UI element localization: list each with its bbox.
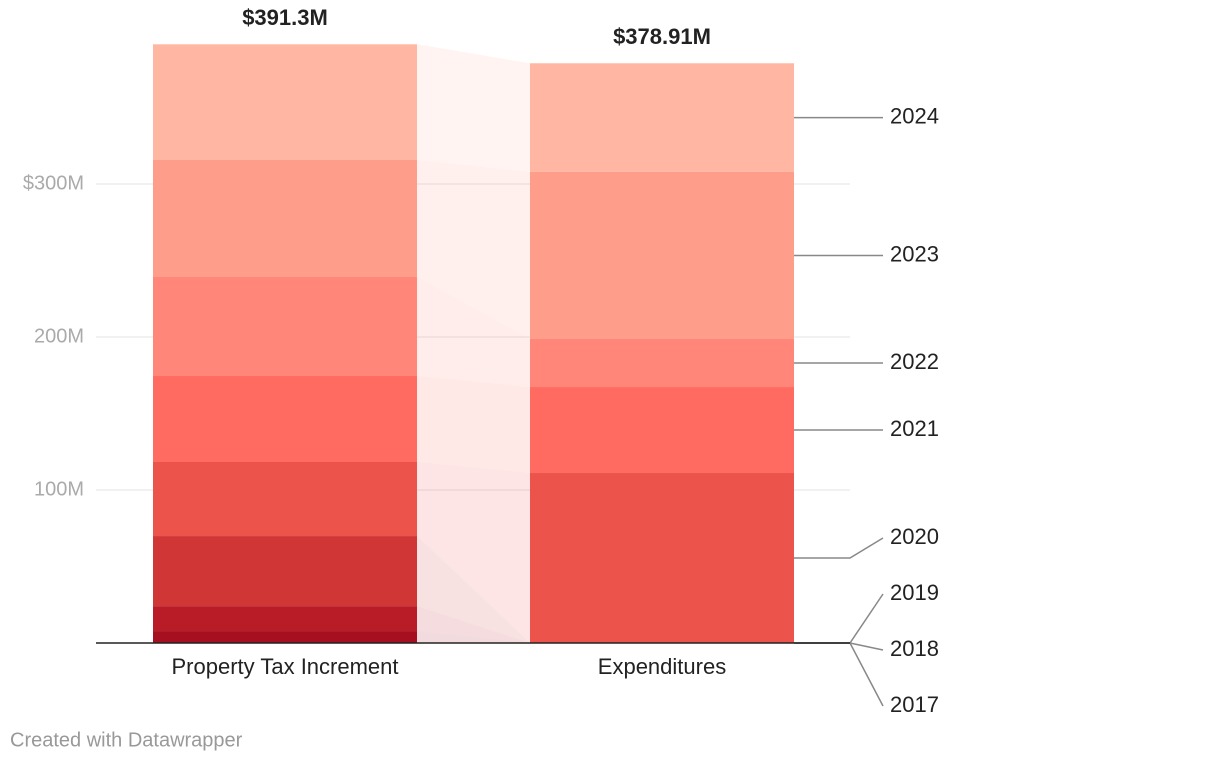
footer: Created with Datawrapper (10, 729, 243, 751)
series-label: 2020 (890, 524, 939, 549)
bar-segment (530, 387, 794, 474)
bar-segment (153, 44, 417, 160)
connector (417, 277, 530, 388)
series-label: 2021 (890, 416, 939, 441)
connector (417, 631, 530, 643)
series-label: 2019 (890, 580, 939, 605)
connector (417, 376, 530, 474)
bar-segment (153, 277, 417, 377)
bar-segment (530, 473, 794, 643)
series-label: 2017 (890, 692, 939, 717)
leader-line (794, 593, 884, 644)
bar-segment (153, 376, 417, 463)
y-tick-label: 100M (34, 478, 84, 500)
bar-segment (530, 63, 794, 172)
leader-line (794, 537, 884, 559)
bar-segment (153, 159, 417, 278)
connector (417, 462, 530, 643)
leader-line (794, 642, 884, 651)
bar-segment (153, 606, 417, 632)
series-label: 2018 (890, 636, 939, 661)
bar-segment (153, 462, 417, 537)
total-label: $391.3M (242, 5, 328, 30)
connector (417, 44, 530, 172)
bar-segment (530, 338, 794, 388)
x-tick-label: Expenditures (598, 654, 726, 679)
series-label: 2023 (890, 241, 939, 266)
connector (417, 536, 530, 643)
leader-line (794, 642, 884, 707)
total-label: $378.91M (613, 24, 711, 49)
connector (417, 606, 530, 643)
y-tick-label: $300M (23, 172, 84, 194)
bar-segment (530, 171, 794, 339)
connector (417, 159, 530, 339)
x-tick-label: Property Tax Increment (171, 654, 398, 679)
series-label: 2024 (890, 103, 939, 128)
series-label: 2022 (890, 349, 939, 374)
bar-segment (153, 631, 417, 643)
bar-segment (153, 536, 417, 607)
y-tick-label: 200M (34, 325, 84, 347)
